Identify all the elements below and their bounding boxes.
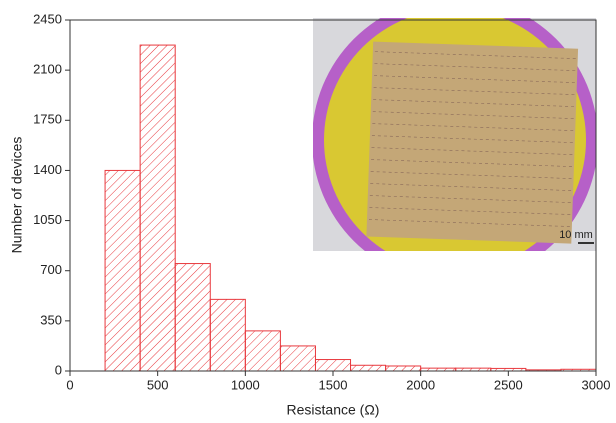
x-tick-label: 500 (147, 377, 169, 392)
y-tick-label: 700 (40, 262, 62, 277)
x-axis-label: Resistance (Ω) (287, 402, 380, 418)
y-axis-label: Number of devices (9, 137, 25, 254)
bar (104, 169, 141, 372)
inset-photo: 10 mm (313, 18, 596, 251)
x-tick-label: 2500 (494, 377, 523, 392)
bar (244, 330, 281, 372)
bar (139, 44, 176, 372)
bar (209, 298, 246, 372)
bar (279, 345, 316, 372)
x-tick-label: 2000 (406, 377, 435, 392)
y-tick-label: 1050 (33, 212, 62, 227)
y-tick-label: 2100 (33, 62, 62, 77)
bar (385, 365, 422, 372)
x-tick-label: 1000 (231, 377, 260, 392)
scale-label: 10 mm (559, 229, 593, 241)
x-tick-label: 3000 (582, 377, 611, 392)
bar (350, 364, 387, 372)
x-tick-label: 0 (66, 377, 73, 392)
y-tick-label: 0 (55, 362, 62, 377)
y-tick-label: 1750 (33, 112, 62, 127)
y-tick-label: 350 (40, 312, 62, 327)
y-tick-label: 2450 (33, 11, 62, 26)
x-tick-label: 1500 (319, 377, 348, 392)
bar (174, 263, 211, 372)
bar (314, 359, 352, 372)
y-tick-label: 1400 (33, 162, 62, 177)
